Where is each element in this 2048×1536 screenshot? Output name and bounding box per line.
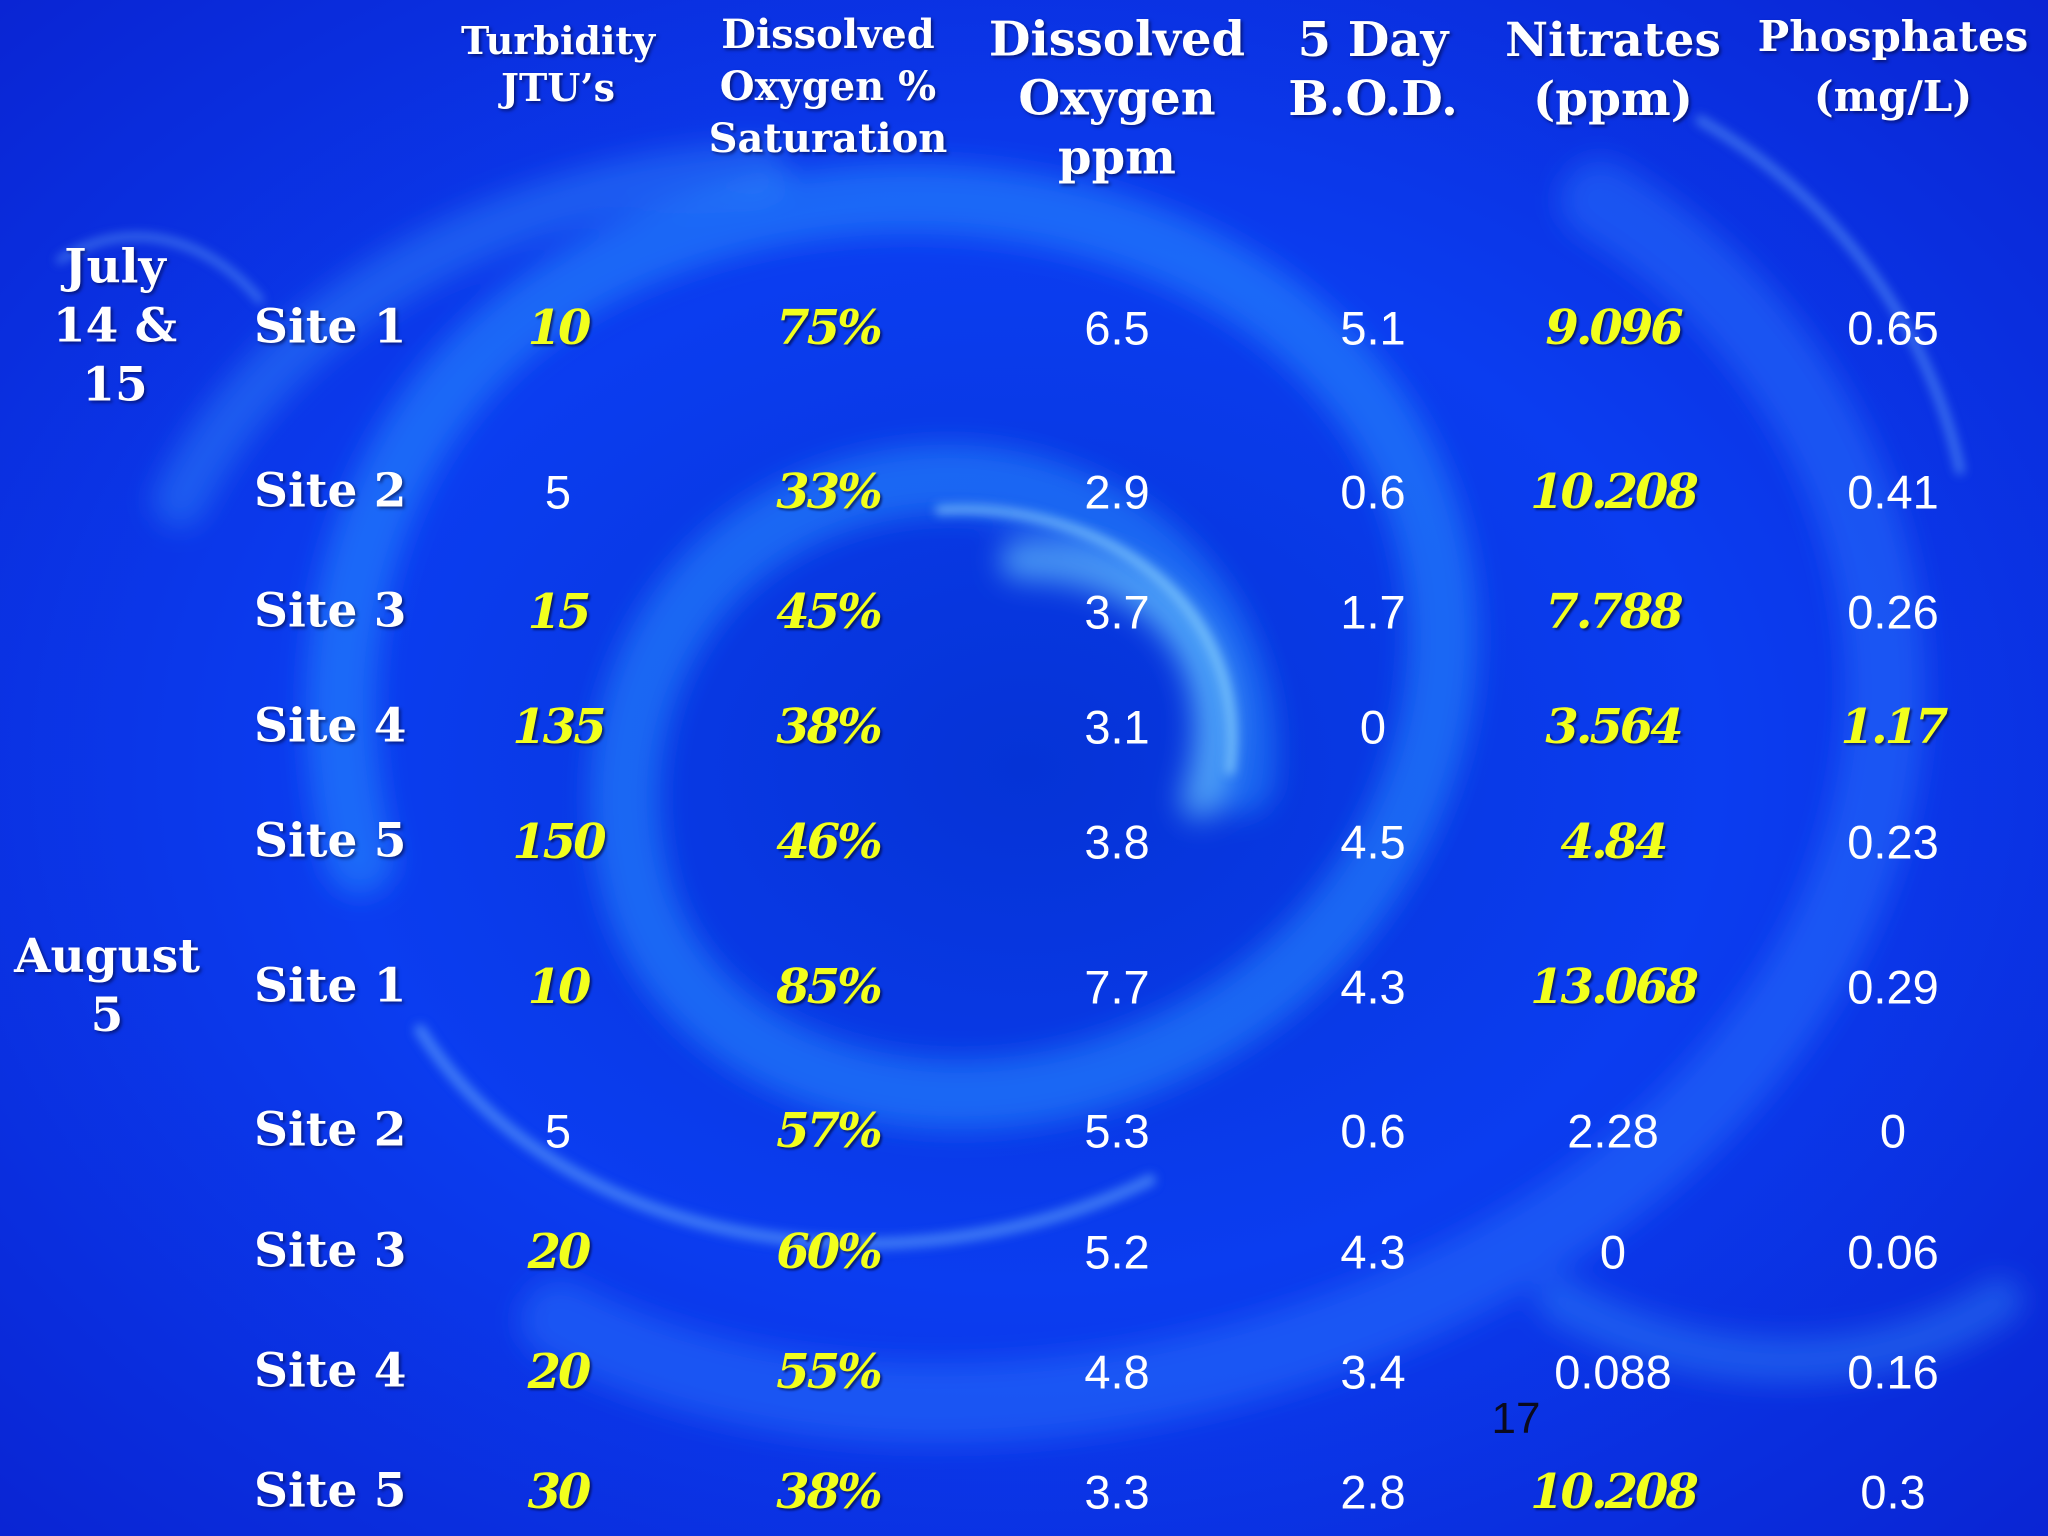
column-header: Dissolved Oxygen ppm [989, 11, 1245, 188]
table-cell: 5.1 [1340, 301, 1406, 355]
column-header-line: Saturation [708, 115, 948, 162]
column-header-line: Oxygen % [719, 63, 937, 110]
table-cell: 0.26 [1847, 585, 1939, 639]
table-cell: 10.208 [1530, 1464, 1699, 1520]
date-label-line: 5 [90, 988, 124, 1043]
table-cell: 38% [776, 1464, 882, 1520]
table-cell: 10.208 [1530, 464, 1699, 520]
site-label: Site 1 [254, 299, 407, 355]
column-header-line: (ppm) [1533, 71, 1693, 127]
column-header: Phosphates (mg/L) [1758, 7, 2029, 127]
column-header-line: B.O.D. [1288, 70, 1458, 127]
table-cell: 4.5 [1340, 815, 1406, 869]
date-label: July 14 & 15 [53, 238, 177, 415]
table-cell: 135 [512, 699, 606, 755]
column-header: Turbidity JTU’s [461, 17, 655, 111]
column-header: Nitrates (ppm) [1505, 11, 1721, 129]
table-cell: 5.2 [1084, 1225, 1150, 1279]
table-cell: 6.5 [1084, 301, 1150, 355]
table-cell: 38% [776, 699, 882, 755]
table-cell: 7.7 [1084, 960, 1150, 1014]
table-cell: 0.41 [1847, 465, 1939, 519]
table-cell: 2.9 [1084, 465, 1150, 519]
site-label: Site 4 [254, 698, 407, 754]
date-label-line: 14 & [52, 298, 178, 354]
table-cell: 7.788 [1545, 584, 1683, 640]
table-cell: 0.3 [1860, 1465, 1926, 1519]
site-label: Site 2 [254, 463, 407, 519]
table-cell: 55% [776, 1344, 882, 1400]
site-label: Site 3 [254, 583, 407, 639]
date-label-line: July [64, 239, 166, 295]
table-cell: 45% [776, 584, 882, 640]
table-cell: 0 [1359, 700, 1387, 754]
site-label: Site 3 [254, 1223, 407, 1279]
column-header-line: Dissolved [988, 11, 1246, 68]
table-cell: 20 [527, 1224, 592, 1280]
column-header-line: Phosphates [1757, 12, 2029, 61]
table-cell: 0.088 [1554, 1345, 1672, 1399]
date-label-line: 15 [82, 357, 148, 413]
column-header-line: Dissolved [721, 11, 935, 58]
table-cell: 3.1 [1084, 700, 1150, 754]
table-cell: 0.29 [1847, 960, 1939, 1014]
table-cell: 9.096 [1545, 300, 1683, 356]
column-header: Dissolved Oxygen % Saturation [709, 9, 948, 165]
table-cell: 5 [544, 465, 572, 519]
column-header-line: (mg/L) [1813, 72, 1973, 121]
table-cell: 0.6 [1340, 1104, 1406, 1158]
table-cell: 33% [776, 464, 882, 520]
table-cell: 4.3 [1340, 1225, 1406, 1279]
table-cell: 85% [776, 959, 882, 1015]
column-header-line: Nitrates [1505, 12, 1721, 68]
table-cell: 20 [527, 1344, 592, 1400]
column-header-line: Oxygen [1018, 70, 1216, 127]
table-cell: 0 [1879, 1104, 1907, 1158]
table-cell: 4.84 [1560, 814, 1669, 870]
date-label-line: August [14, 929, 200, 984]
table-cell: 5 [544, 1104, 572, 1158]
table-cell: 30 [527, 1464, 592, 1520]
table-cell: 3.4 [1340, 1345, 1406, 1399]
column-header-line: JTU’s [500, 64, 616, 110]
table-cell: 3.7 [1084, 585, 1150, 639]
table-cell: 4.3 [1340, 960, 1406, 1014]
table-cell: 2.28 [1567, 1104, 1659, 1158]
site-label: Site 2 [254, 1102, 407, 1158]
table-cell: 57% [776, 1103, 882, 1159]
table-cell: 75% [776, 300, 882, 356]
table-cell: 10 [527, 959, 592, 1015]
table-cell: 0.16 [1847, 1345, 1939, 1399]
date-label: August 5 [14, 927, 200, 1045]
table-cell: 3.3 [1084, 1465, 1150, 1519]
table-cell: 0.6 [1340, 465, 1406, 519]
table-cell: 4.8 [1084, 1345, 1150, 1399]
table-cell: 15 [527, 584, 592, 640]
column-header-line: Turbidity [460, 17, 656, 63]
table-cell: 13.068 [1530, 959, 1699, 1015]
site-label: Site 5 [254, 813, 407, 869]
column-header-line: ppm [1058, 129, 1176, 186]
table-cell: 150 [512, 814, 606, 870]
table-cell: 5.3 [1084, 1104, 1150, 1158]
table-cell: 10 [527, 300, 592, 356]
table-cell: 0.23 [1847, 815, 1939, 869]
column-header-line: 5 Day [1297, 11, 1449, 68]
table-cell: 1.17 [1840, 699, 1949, 755]
table-cell: 2.8 [1340, 1465, 1406, 1519]
table-cell: 0.06 [1847, 1225, 1939, 1279]
site-label: Site 1 [254, 958, 407, 1014]
table-cell: 0 [1599, 1225, 1627, 1279]
table-cell: 60% [776, 1224, 882, 1280]
table-cell: 1.7 [1340, 585, 1406, 639]
page-number: 17 [1491, 1394, 1541, 1443]
site-label: Site 4 [254, 1343, 407, 1399]
table-cell: 3.8 [1084, 815, 1150, 869]
column-header: 5 Day B.O.D. [1288, 11, 1458, 129]
table-cell: 3.564 [1545, 699, 1683, 755]
table-cell: 46% [776, 814, 882, 870]
site-label: Site 5 [254, 1463, 407, 1519]
table-cell: 0.65 [1847, 301, 1939, 355]
